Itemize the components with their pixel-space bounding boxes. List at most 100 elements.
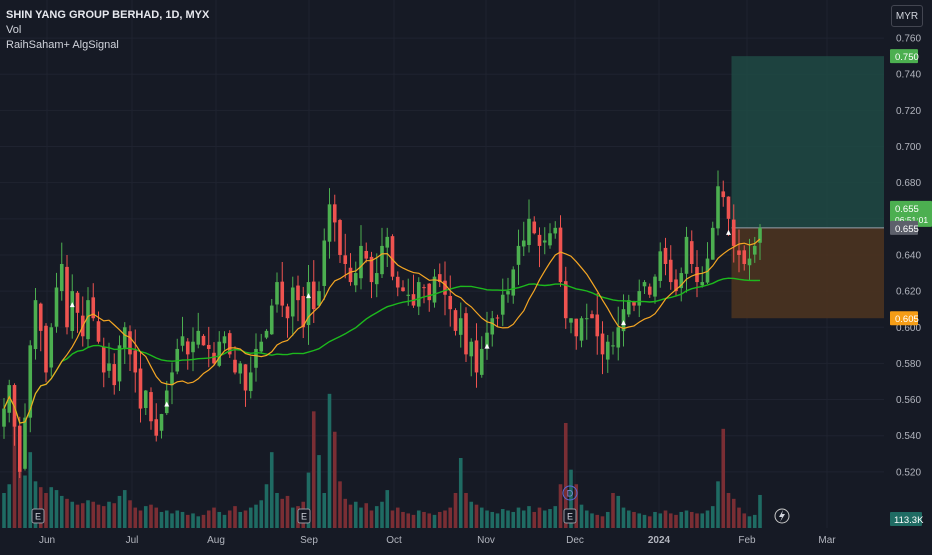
candle-body (595, 314, 600, 337)
candle-body (464, 313, 468, 355)
candle-body (453, 310, 458, 331)
entry-price-label-bg (890, 220, 918, 235)
candle-body (380, 245, 384, 275)
candle-body (364, 250, 369, 259)
candle-body (422, 287, 426, 289)
candle-body (201, 335, 206, 346)
volume-bar (364, 503, 369, 528)
volume-bar (553, 506, 558, 528)
volume-bar (385, 490, 390, 528)
candle-body (390, 236, 395, 277)
volume-bar (563, 423, 568, 528)
candle-body (495, 317, 500, 319)
volume-bar (107, 501, 111, 528)
volume-bar (133, 507, 138, 528)
candle-body (196, 330, 201, 345)
indicator-volume-label[interactable]: Vol (6, 24, 22, 36)
candle-body (600, 333, 605, 355)
volume-bar (584, 510, 589, 528)
candle-body (579, 318, 584, 341)
volume-bar (28, 452, 33, 528)
volume-bar (122, 490, 127, 528)
volume-bar (395, 507, 400, 528)
volume-bar (191, 513, 195, 528)
candle-body (563, 281, 568, 319)
volume-bar (149, 504, 153, 528)
candle-body (327, 204, 332, 242)
candle-body (616, 327, 621, 348)
candle-body (348, 267, 353, 283)
volume-bar (621, 507, 626, 528)
candle-body (306, 282, 311, 326)
candle-body (737, 250, 741, 255)
candle-body (537, 234, 542, 246)
candle-body (679, 273, 684, 289)
volume-bar (521, 510, 526, 528)
x-tick-label: Feb (738, 535, 756, 546)
volume-bar (338, 481, 342, 528)
ma-fast-line (3, 238, 761, 424)
candle-body (716, 186, 720, 229)
candle-body (448, 296, 453, 310)
current-price-bg (890, 200, 932, 227)
earnings-marker (563, 508, 577, 524)
candle-body (269, 305, 274, 335)
volume-bar (23, 475, 27, 528)
candle-body (28, 345, 33, 418)
ma-slow-line (3, 277, 761, 424)
target-zone (731, 56, 884, 228)
volume-bar (159, 511, 164, 528)
volume-bar (322, 493, 327, 528)
candle-body (17, 425, 22, 472)
indicator-signal-label[interactable]: RaihSaham+ AlgSignal (6, 39, 119, 51)
candle-body (443, 280, 447, 295)
symbol-title[interactable]: SHIN YANG GROUP BERHAD, 1D, MYX (6, 9, 210, 21)
volume-bar (369, 510, 374, 528)
volume-bar (38, 487, 43, 528)
volume-bar (248, 507, 253, 528)
x-tick-label: Mar (818, 535, 836, 546)
candle-body (621, 309, 626, 332)
buy-signal-icon (484, 343, 490, 349)
volume-bar (516, 507, 521, 528)
volume-bar (96, 504, 101, 528)
volume-bar (80, 503, 85, 528)
candle-body (747, 258, 752, 266)
volume-bar (532, 511, 537, 528)
candle-body (485, 332, 489, 347)
volume-bar (222, 514, 227, 528)
candle-body (33, 300, 38, 350)
candle-body (395, 276, 400, 288)
volume-bar (254, 504, 258, 528)
candle-body (159, 414, 164, 431)
volume-bar (637, 513, 642, 528)
candle-body (469, 341, 474, 357)
candle-body (731, 219, 736, 246)
currency-button[interactable]: MYR (891, 5, 923, 27)
candle-body (259, 341, 264, 352)
stop-price-label-bg (890, 311, 918, 326)
volume-bar (710, 506, 715, 528)
volume-bar (269, 452, 274, 528)
volume-bar (453, 493, 458, 528)
candle-body (117, 345, 122, 382)
volume-bar (65, 498, 69, 528)
y-tick-label: 0.520 (896, 467, 921, 478)
volume-bar (469, 501, 474, 528)
candle-body (86, 300, 90, 340)
volume-bar (406, 513, 411, 528)
candle-body (212, 352, 216, 364)
volume-bar (154, 507, 159, 528)
candle-body (658, 251, 663, 281)
volume-bar (600, 516, 605, 528)
volume-bar (317, 455, 321, 528)
candle-body (458, 318, 463, 335)
volume-tag-bg (890, 512, 922, 526)
current-price-label: 0.655 (895, 204, 919, 215)
candle-body (296, 285, 300, 301)
volume-bar (359, 507, 363, 528)
candle-body (632, 302, 636, 306)
candle-body (668, 259, 673, 283)
